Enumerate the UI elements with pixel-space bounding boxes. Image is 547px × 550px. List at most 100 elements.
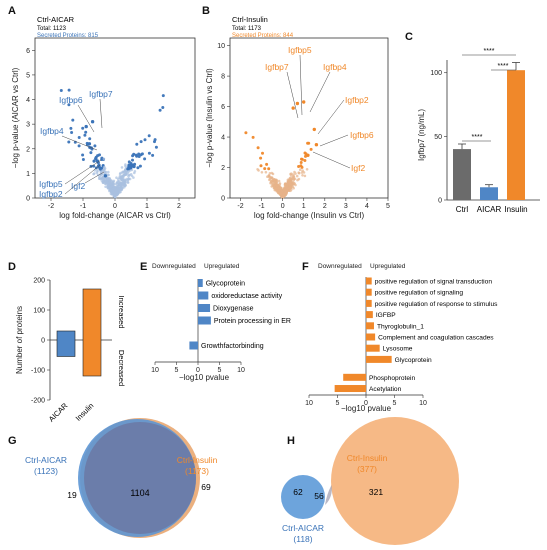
volcano-point xyxy=(267,167,271,171)
bar-c-significance-brackets xyxy=(462,54,516,142)
volcano-point xyxy=(126,181,129,184)
volcano-point xyxy=(158,108,162,112)
volcano-b-frame xyxy=(229,37,389,199)
volcano-point xyxy=(280,186,283,190)
venn-h-insulin-circle xyxy=(331,417,459,545)
volcano-point xyxy=(268,172,272,175)
y-tick-label: 0 xyxy=(41,338,45,345)
volcano-point xyxy=(67,140,71,144)
volcano-point xyxy=(131,154,135,158)
volcano-point xyxy=(118,174,122,178)
volcano-point xyxy=(147,151,151,155)
volcano-point xyxy=(121,174,125,178)
volcano-point xyxy=(120,166,124,169)
volcano-point xyxy=(77,136,81,139)
bar-d-decreased-label: Decreased xyxy=(117,350,126,386)
volcano-point xyxy=(129,166,133,169)
x-tick-label: -1 xyxy=(258,203,264,210)
sig-aicar-insulin: **** xyxy=(498,63,509,70)
label-igfbp7: Igfbp7 xyxy=(265,62,289,72)
label-igfbp5: Igfbp5 xyxy=(288,45,312,55)
volcano-point xyxy=(305,168,309,171)
volcano-a-secreted: Secreted Proteins: 815 xyxy=(37,33,99,39)
y-tick-label: 2 xyxy=(221,165,225,172)
volcano-point xyxy=(133,162,137,166)
volcano-point xyxy=(281,196,284,199)
bar-e-bars: Glycoprotein oxidoreductase activity Dioxy… xyxy=(151,279,291,374)
volcano-point xyxy=(137,155,141,158)
enrichment-bar xyxy=(334,385,366,393)
sig-ctrl-insulin: **** xyxy=(484,48,495,55)
volcano-point xyxy=(274,180,278,184)
volcano-point xyxy=(296,178,299,182)
volcano-point xyxy=(124,169,128,172)
volcano-point xyxy=(298,168,302,171)
highlighted-point xyxy=(306,153,310,157)
volcano-point xyxy=(84,130,88,134)
term-label: Glycoprotein xyxy=(206,281,245,288)
volcano-point xyxy=(133,170,137,173)
y-tick-label: -100 xyxy=(31,368,45,375)
volcano-point xyxy=(294,183,297,187)
volcano-point xyxy=(70,131,74,134)
highlighted-point xyxy=(302,100,306,104)
y-tick-label: 1 xyxy=(26,171,30,178)
enrichment-bar xyxy=(366,299,372,307)
volcano-point xyxy=(106,183,110,187)
x-tick-label: -1 xyxy=(80,203,86,210)
volcano-point xyxy=(97,164,100,168)
enrichment-bar xyxy=(366,322,374,330)
volcano-point xyxy=(256,146,260,150)
volcano-point xyxy=(275,185,279,188)
volcano-point xyxy=(260,171,264,174)
volcano-point xyxy=(153,140,156,144)
x-tick-label: 0 xyxy=(281,203,285,210)
volcano-b-secreted: Secreted Proteins: 844 xyxy=(232,33,294,39)
volcano-point xyxy=(96,173,100,177)
bar-aicar xyxy=(480,187,498,200)
term-label: Lysosome xyxy=(383,346,413,353)
enrichment-bar xyxy=(189,341,198,350)
venn-g-left-name: Ctrl-AICAR xyxy=(25,455,67,465)
volcano-point xyxy=(259,164,263,168)
volcano-point xyxy=(83,133,87,137)
volcano-point xyxy=(132,165,136,169)
bar-f-bars: positive regulation of signal transducti… xyxy=(305,277,498,407)
volcano-a-ylabel: −log p-value (AICAR vs Ctrl) xyxy=(11,67,20,168)
highlighted-point xyxy=(90,120,95,124)
label-igfbp2: Igfbp2 xyxy=(345,95,369,105)
volcano-point xyxy=(124,163,127,166)
volcano-point xyxy=(292,177,296,181)
volcano-point xyxy=(111,192,114,195)
bar-insulin xyxy=(82,288,102,377)
volcano-point xyxy=(105,179,109,182)
enrichment-bar xyxy=(198,316,211,325)
volcano-point xyxy=(135,142,139,146)
volcano-point xyxy=(108,181,112,185)
e-header-upregulated: Upregulated xyxy=(204,263,240,270)
x-tick-label: 2 xyxy=(323,203,327,210)
volcano-point xyxy=(303,159,307,162)
volcano-a-leader-lines xyxy=(61,98,105,195)
volcano-point xyxy=(265,162,269,166)
y-tick-label: 10 xyxy=(217,43,225,50)
volcano-b-total: Total: 1173 xyxy=(232,26,262,32)
volcano-point xyxy=(147,134,151,138)
venn-h-left-name: Ctrl-AICAR xyxy=(282,523,324,533)
panel-f: F Downregulated Upregulated positive reg… xyxy=(302,261,498,413)
panel-g: G Ctrl-AICAR (1123) Ctrl-Insulin (1173) … xyxy=(8,418,218,538)
term-label: oxidoreductase activity xyxy=(211,293,282,300)
x-tick-label: 5 xyxy=(175,367,179,374)
bar-c-bars: Ctrl AICAR Insulin 0 50 100 xyxy=(430,62,528,214)
volcano-point xyxy=(134,153,138,157)
volcano-point xyxy=(103,165,106,169)
volcano-point xyxy=(127,160,131,164)
venn-h-right-name: Ctrl-Insulin xyxy=(347,453,388,463)
x-tick-label: 10 xyxy=(237,367,245,374)
volcano-b-ylabel: −log p-value (Insulin vs Ctrl) xyxy=(205,68,214,168)
volcano-point xyxy=(297,171,301,175)
highlighted-point xyxy=(314,143,319,147)
volcano-point xyxy=(105,181,109,184)
volcano-point xyxy=(130,174,134,178)
panel-letter-h: H xyxy=(287,435,295,447)
